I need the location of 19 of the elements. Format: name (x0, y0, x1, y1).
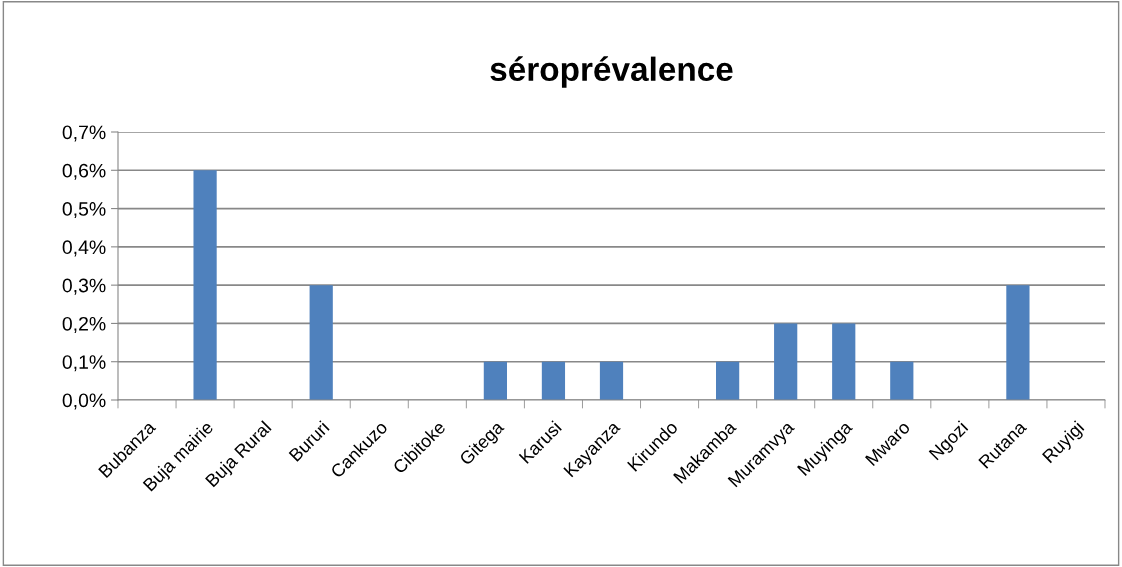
y-tick-label: 0,5% (62, 202, 106, 219)
bar (1006, 285, 1030, 400)
y-tick-label: 0,1% (62, 355, 106, 372)
bar (716, 361, 740, 400)
bar (890, 361, 914, 400)
bar (309, 285, 333, 400)
chart-title: séroprévalence (490, 56, 733, 88)
bar (599, 361, 624, 400)
y-tick-label: 0,3% (62, 278, 106, 295)
y-tick-label: 0,0% (62, 393, 106, 410)
bar (193, 170, 217, 400)
bar (832, 323, 856, 400)
y-tick-label: 0,7% (62, 125, 106, 142)
bar (483, 361, 507, 400)
bar (541, 361, 566, 400)
bar (774, 323, 798, 400)
y-tick-label: 0,6% (62, 163, 106, 180)
y-tick-label: 0,4% (62, 240, 106, 257)
y-tick-label: 0,2% (62, 316, 106, 333)
